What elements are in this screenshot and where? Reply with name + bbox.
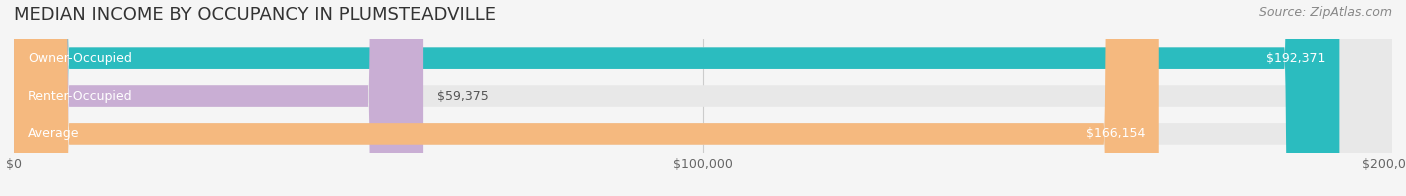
Text: $59,375: $59,375 — [437, 90, 489, 103]
Text: Average: Average — [28, 127, 79, 140]
Text: Source: ZipAtlas.com: Source: ZipAtlas.com — [1258, 6, 1392, 19]
Text: Owner-Occupied: Owner-Occupied — [28, 52, 132, 65]
FancyBboxPatch shape — [14, 0, 1392, 196]
FancyBboxPatch shape — [14, 0, 1392, 196]
Text: Renter-Occupied: Renter-Occupied — [28, 90, 132, 103]
FancyBboxPatch shape — [14, 0, 1159, 196]
FancyBboxPatch shape — [14, 0, 1392, 196]
Text: MEDIAN INCOME BY OCCUPANCY IN PLUMSTEADVILLE: MEDIAN INCOME BY OCCUPANCY IN PLUMSTEADV… — [14, 6, 496, 24]
Text: $192,371: $192,371 — [1267, 52, 1326, 65]
Text: $166,154: $166,154 — [1085, 127, 1144, 140]
FancyBboxPatch shape — [14, 0, 423, 196]
FancyBboxPatch shape — [14, 0, 1340, 196]
